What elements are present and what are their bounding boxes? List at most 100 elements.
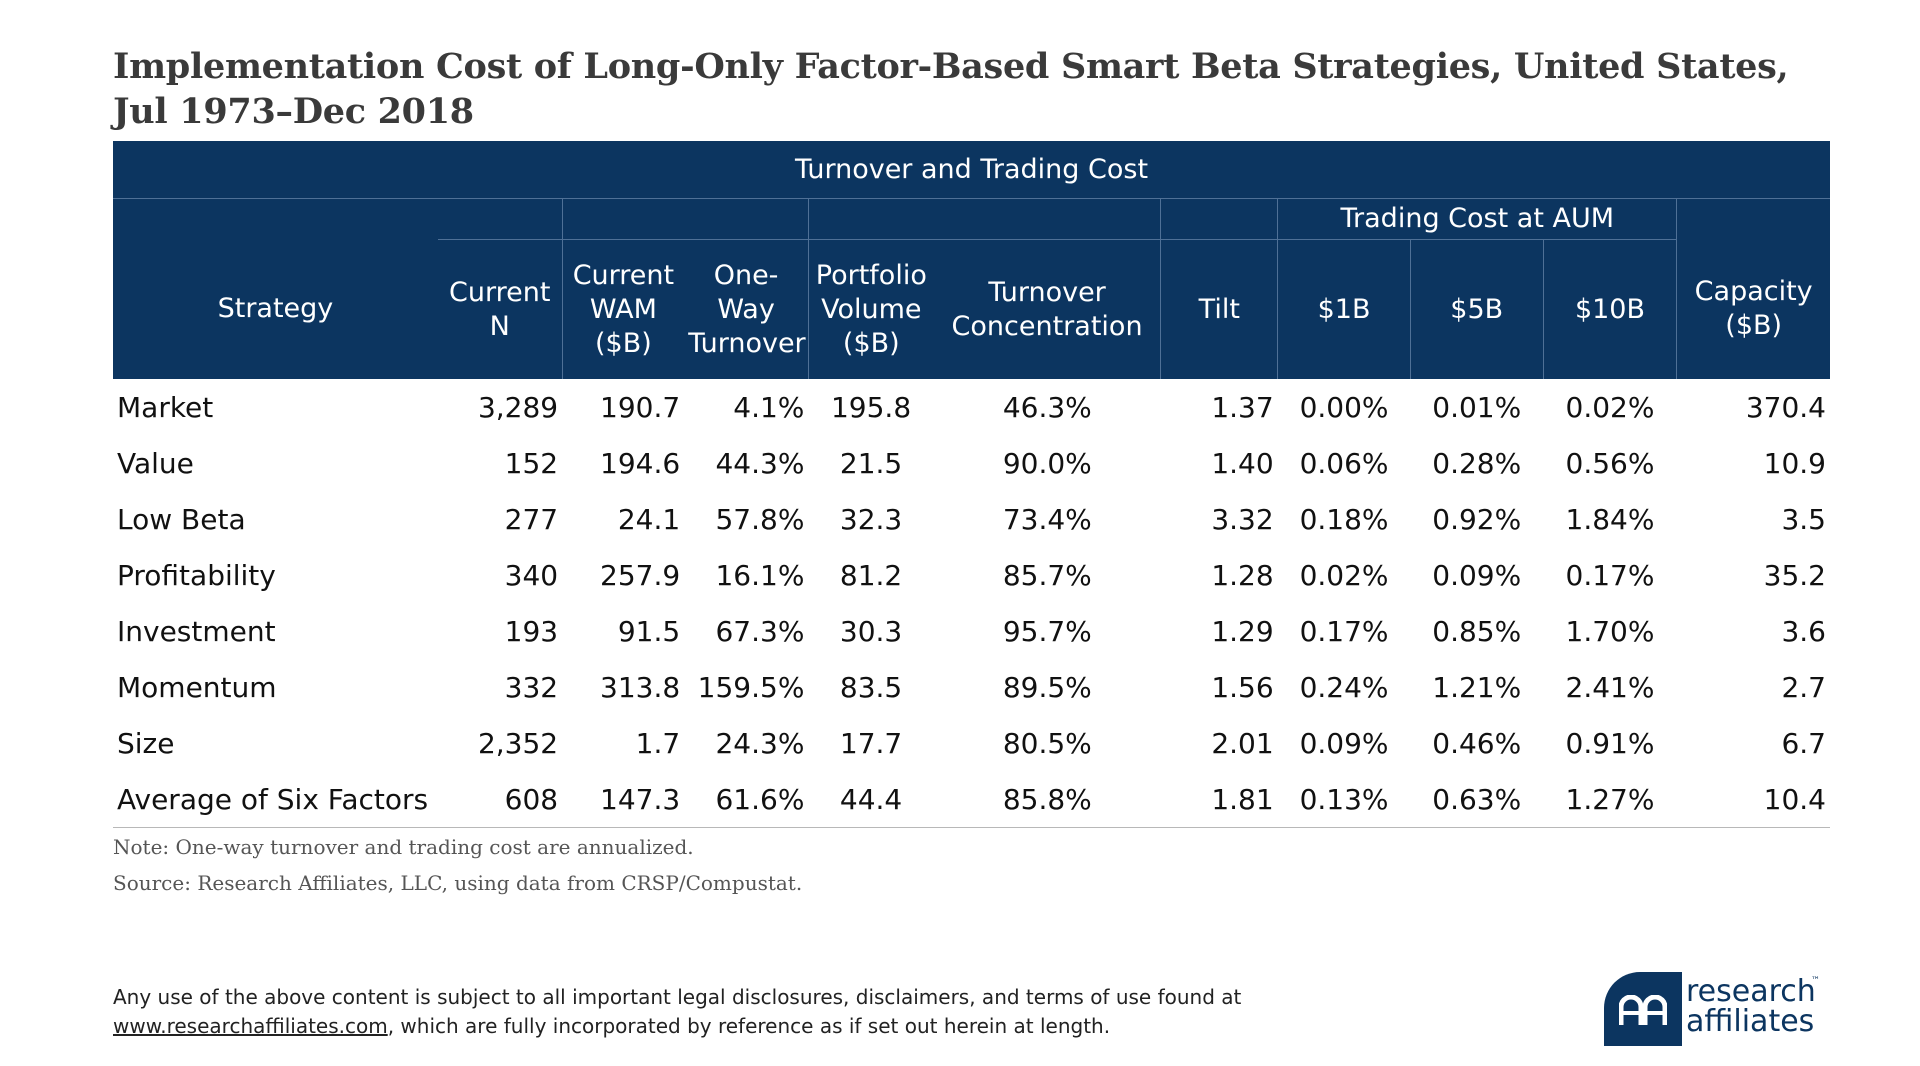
cell-strategy: Momentum bbox=[117, 670, 277, 704]
cell-capacity: 3.6 bbox=[1781, 614, 1826, 648]
cell-current-n: 2,352 bbox=[477, 726, 559, 760]
table-row: Size 2,352 1.7 24.3% 17.7 80.5% 2.01 0.09% 0.46%… bbox=[113, 715, 1830, 771]
cell-tilt: 2.01 bbox=[1211, 726, 1274, 760]
cell-current-n: 277 bbox=[504, 502, 559, 536]
cell-cost-5b: 1.21% bbox=[1432, 670, 1522, 704]
legal-disclaimer: Any use of the above content is subject … bbox=[113, 985, 1242, 1038]
col-header-strategy: Strategy bbox=[113, 239, 438, 379]
cell-portfolio-volume: 195.8 bbox=[830, 390, 912, 424]
table-row: Value 152 194.6 44.3% 21.5 90.0% 1.40 0.06% 0.28… bbox=[113, 435, 1830, 491]
cell-capacity: 3.5 bbox=[1781, 502, 1826, 536]
col-header-tilt: Tilt bbox=[1160, 239, 1278, 379]
cell-current-wam: 91.5 bbox=[617, 614, 681, 648]
cell-tilt: 1.28 bbox=[1211, 558, 1274, 592]
cell-one-way-turnover: 67.3% bbox=[715, 614, 805, 648]
cell-tilt: 1.40 bbox=[1211, 446, 1274, 480]
cell-cost-10b: 1.84% bbox=[1565, 502, 1655, 536]
cell-current-wam: 147.3 bbox=[562, 771, 685, 828]
table-row: Market 3,289 190.7 4.1% 195.8 46.3% 1.37 0.00% 0… bbox=[113, 379, 1830, 435]
cell-cost-1b: 0.02% bbox=[1299, 558, 1389, 592]
cell-one-way-turnover: 16.1% bbox=[715, 558, 805, 592]
cell-strategy: Low Beta bbox=[117, 502, 246, 536]
cell-current-wam: 24.1 bbox=[617, 502, 681, 536]
header-spacer bbox=[1160, 198, 1278, 240]
cell-portfolio-volume: 30.3 bbox=[839, 614, 903, 648]
cell-turnover-concentration: 90.0% bbox=[1002, 446, 1092, 480]
col-header-cost-10b: $10B bbox=[1542, 239, 1677, 379]
cell-cost-5b: 0.09% bbox=[1432, 558, 1522, 592]
col-header-turnover-concentration: Turnover Concentration bbox=[933, 239, 1161, 379]
cell-turnover-concentration: 46.3% bbox=[1002, 390, 1092, 424]
cell-capacity: 370.4 bbox=[1745, 390, 1826, 424]
cell-strategy: Value bbox=[117, 446, 194, 480]
cell-tilt: 1.81 bbox=[1160, 771, 1278, 828]
cell-cost-1b: 0.24% bbox=[1299, 670, 1389, 704]
cell-turnover-concentration: 95.7% bbox=[1002, 614, 1092, 648]
cell-one-way-turnover: 24.3% bbox=[715, 726, 805, 760]
header-spacer bbox=[1676, 198, 1830, 240]
cell-portfolio-volume: 81.2 bbox=[839, 558, 903, 592]
group-header-turnover-trading-cost: Turnover and Trading Cost bbox=[113, 141, 1830, 199]
table-row: Investment 193 91.5 67.3% 30.3 95.7% 1.29 0.17%… bbox=[113, 603, 1830, 659]
cell-capacity: 10.4 bbox=[1676, 771, 1830, 828]
cell-current-n: 152 bbox=[504, 446, 559, 480]
table-row: Profitability 340 257.9 16.1% 81.2 85.7% 1.28 0… bbox=[113, 547, 1830, 603]
subgroup-header-trading-cost-at-aum: Trading Cost at AUM bbox=[1277, 198, 1677, 240]
page-title: Implementation Cost of Long-Only Factor-… bbox=[113, 44, 1813, 134]
table-row: Average of Six Factors 608 147.3 61.6% 44.4 8… bbox=[113, 771, 1830, 828]
cell-current-wam: 257.9 bbox=[600, 558, 681, 592]
cell-current-wam: 313.8 bbox=[600, 670, 681, 704]
col-header-current-wam: Current WAM ($B) bbox=[561, 239, 685, 379]
cell-portfolio-volume: 44.4 bbox=[808, 771, 934, 828]
cell-cost-10b: 1.70% bbox=[1565, 614, 1655, 648]
cell-portfolio-volume: 17.7 bbox=[839, 726, 903, 760]
cell-current-n: 3,289 bbox=[477, 390, 559, 424]
cell-cost-1b: 0.17% bbox=[1299, 614, 1389, 648]
cell-tilt: 3.32 bbox=[1211, 502, 1274, 536]
col-header-capacity: Capacity ($B) bbox=[1676, 239, 1830, 379]
cell-current-wam: 1.7 bbox=[635, 726, 681, 760]
cell-strategy: Market bbox=[117, 390, 214, 424]
header-spacer bbox=[437, 198, 563, 240]
cell-capacity: 6.7 bbox=[1781, 726, 1826, 760]
cell-capacity: 10.9 bbox=[1763, 446, 1826, 480]
cell-strategy: Profitability bbox=[117, 558, 276, 592]
website-link[interactable]: www.researchaffiliates.com bbox=[113, 1014, 388, 1038]
cell-one-way-turnover: 57.8% bbox=[715, 502, 805, 536]
cell-cost-5b: 0.46% bbox=[1432, 726, 1522, 760]
cell-tilt: 1.56 bbox=[1211, 670, 1274, 704]
cell-turnover-concentration: 85.8% bbox=[933, 771, 1161, 828]
cell-one-way-turnover: 44.3% bbox=[715, 446, 805, 480]
cell-current-n: 332 bbox=[504, 670, 559, 704]
table-row: Low Beta 277 24.1 57.8% 32.3 73.4% 3.32 0.18% 0.… bbox=[113, 491, 1830, 547]
table-body: Market 3,289 190.7 4.1% 195.8 46.3% 1.37 0.00% 0… bbox=[113, 379, 1830, 828]
title-line-2: Jul 1973–Dec 2018 bbox=[113, 91, 474, 132]
col-header-current-n: Current N bbox=[437, 239, 563, 379]
cell-cost-1b: 0.06% bbox=[1299, 446, 1389, 480]
cell-portfolio-volume: 83.5 bbox=[839, 670, 903, 704]
title-line-1: Implementation Cost of Long-Only Factor-… bbox=[113, 46, 1789, 87]
cell-cost-1b: 0.00% bbox=[1299, 390, 1389, 424]
cell-current-wam: 190.7 bbox=[600, 390, 681, 424]
cell-tilt: 1.29 bbox=[1211, 614, 1274, 648]
cell-current-n: 608 bbox=[437, 771, 563, 828]
cell-cost-1b: 0.18% bbox=[1299, 502, 1389, 536]
cell-one-way-turnover: 159.5% bbox=[697, 670, 805, 704]
header-spacer bbox=[561, 198, 809, 240]
cell-turnover-concentration: 85.7% bbox=[1002, 558, 1092, 592]
cell-strategy: Investment bbox=[117, 614, 276, 648]
cell-turnover-concentration: 80.5% bbox=[1002, 726, 1092, 760]
cell-strategy: Average of Six Factors bbox=[113, 771, 438, 828]
cell-cost-5b: 0.92% bbox=[1432, 502, 1522, 536]
ra-monogram-glyph bbox=[1619, 995, 1667, 1025]
cell-cost-5b: 0.63% bbox=[1410, 771, 1544, 828]
cell-capacity: 2.7 bbox=[1781, 670, 1826, 704]
header-spacer bbox=[807, 198, 1161, 240]
trademark-symbol: ™ bbox=[1811, 976, 1820, 986]
cell-cost-5b: 0.01% bbox=[1432, 390, 1522, 424]
ra-monogram-icon bbox=[1604, 972, 1682, 1046]
cell-capacity: 35.2 bbox=[1763, 558, 1826, 592]
cell-current-n: 193 bbox=[504, 614, 559, 648]
cell-cost-10b: 2.41% bbox=[1565, 670, 1655, 704]
logo-wordmark: research affiliates bbox=[1686, 974, 1816, 1039]
